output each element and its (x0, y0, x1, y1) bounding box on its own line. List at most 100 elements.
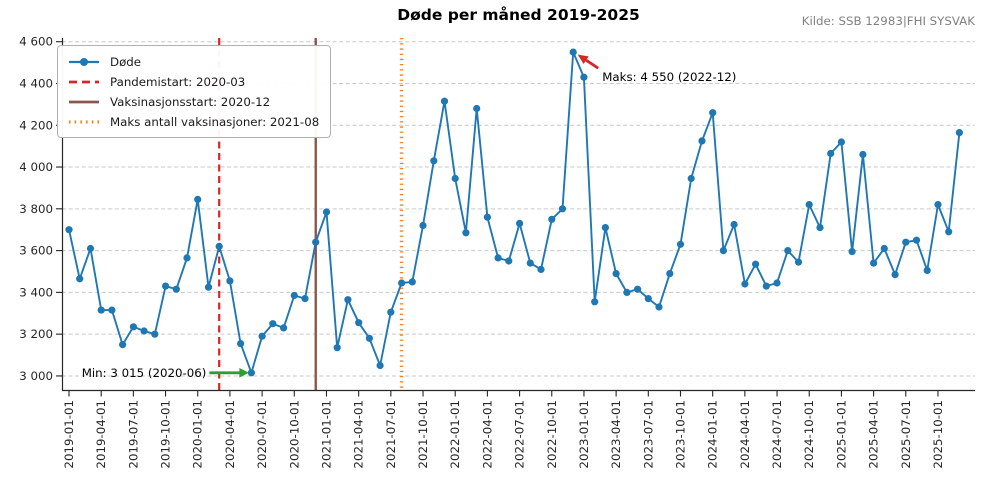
x-tick-label: 2023-01-01 (577, 400, 591, 469)
data-point (784, 247, 792, 255)
data-point (741, 280, 749, 288)
x-tick-label: 2025-01-01 (834, 400, 848, 469)
y-tick-label: 4 400 (19, 76, 53, 90)
data-point (655, 303, 663, 311)
x-tick-label: 2019-10-01 (159, 400, 173, 469)
legend-label: Maks antall vaksinasjoner: 2021-08 (110, 114, 320, 129)
data-point (151, 330, 159, 338)
data-point (355, 319, 363, 327)
x-tick-label: 2023-10-01 (673, 400, 687, 469)
y-tick-label: 3 200 (19, 327, 53, 341)
y-tick-label: 3 600 (19, 244, 53, 258)
source-label: Kilde: SSB 12983|FHI SYSVAK (801, 14, 975, 28)
data-point (676, 240, 685, 248)
data-point (537, 265, 545, 273)
data-point (730, 220, 738, 229)
data-point (848, 248, 856, 256)
legend-item-0: Døde (67, 52, 319, 71)
data-point (258, 332, 266, 340)
legend-marker-dot (80, 57, 88, 66)
data-point (430, 157, 438, 165)
data-point (237, 340, 245, 348)
x-axis-ticks: 2019-01-01 2019-04-01 2019-07-01 2019-10-01… (62, 390, 945, 469)
data-point (162, 282, 170, 290)
data-point (945, 228, 953, 236)
data-point (634, 285, 642, 293)
data-point (290, 291, 298, 300)
x-tick-label: 2023-07-01 (641, 400, 655, 469)
legend-sample-solid (69, 100, 99, 103)
x-tick-label: 2020-04-01 (223, 400, 237, 469)
data-point (902, 238, 910, 246)
data-point (462, 229, 470, 237)
data-point (912, 236, 921, 244)
legend-label: Døde (110, 54, 142, 69)
x-tick-label: 2022-10-01 (545, 400, 559, 469)
y-tick-label: 4 600 (19, 35, 53, 49)
data-point (752, 260, 760, 268)
data-point (870, 259, 878, 267)
data-point (827, 149, 835, 158)
y-tick-label: 3 800 (19, 202, 53, 216)
data-point (591, 298, 599, 306)
data-point (837, 138, 846, 146)
data-point (794, 258, 803, 266)
data-point (387, 308, 395, 316)
data-point (76, 275, 84, 283)
data-point (269, 320, 277, 328)
legend-item-3: Maks antall vaksinasjoner: 2021-08 (67, 112, 319, 131)
x-tick-label: 2023-04-01 (609, 400, 623, 469)
data-point (612, 270, 620, 278)
data-point (719, 247, 728, 255)
y-tick-label: 4 000 (19, 160, 53, 174)
data-point (97, 306, 105, 314)
x-tick-label: 2025-10-01 (931, 400, 945, 469)
x-tick-label: 2024-10-01 (802, 400, 816, 469)
data-point (312, 238, 320, 246)
x-tick-label: 2020-01-01 (191, 400, 205, 469)
data-point (880, 244, 888, 253)
data-point (226, 277, 234, 285)
data-point (365, 334, 373, 342)
data-point (204, 283, 213, 291)
data-point (805, 201, 813, 209)
y-tick-label: 4 200 (19, 118, 53, 132)
data-point (934, 201, 942, 209)
data-point (526, 259, 534, 267)
x-tick-label: 2019-07-01 (126, 400, 140, 469)
legend-item-2: Vaksinasjonsstart: 2020-12 (67, 92, 319, 111)
x-tick-label: 2024-04-01 (738, 400, 752, 469)
max-arrow (585, 58, 599, 70)
data-point (483, 213, 491, 221)
min-arrowhead (239, 368, 249, 378)
data-point (623, 288, 631, 296)
max-arrowhead (577, 54, 589, 64)
data-point (494, 254, 502, 262)
min-annotation-label: Min: 3 015 (2020-06) (82, 366, 207, 380)
data-point (247, 369, 255, 377)
data-point (119, 341, 127, 349)
x-tick-label: 2019-01-01 (62, 400, 76, 469)
data-point (698, 137, 706, 145)
data-point (301, 295, 309, 303)
x-tick-label: 2025-04-01 (867, 400, 881, 469)
data-point (891, 271, 899, 279)
data-point (773, 279, 781, 287)
data-point (398, 279, 406, 287)
data-point (215, 242, 223, 250)
data-point (580, 73, 588, 81)
x-tick-label: 2020-07-01 (255, 400, 269, 469)
data-point (666, 270, 674, 278)
x-tick-label: 2024-01-01 (706, 400, 720, 469)
data-point (516, 219, 524, 227)
annotation-min: Min: 3 015 (2020-06) (82, 366, 249, 380)
legend-label: Vaksinasjonsstart: 2020-12 (110, 94, 271, 109)
legend-sample-dotted (69, 119, 99, 124)
data-line (68, 51, 961, 374)
data-point (194, 195, 202, 203)
data-point (183, 254, 191, 262)
data-point (816, 224, 824, 232)
chart-title: Døde per måned 2019-2025 (397, 6, 640, 24)
